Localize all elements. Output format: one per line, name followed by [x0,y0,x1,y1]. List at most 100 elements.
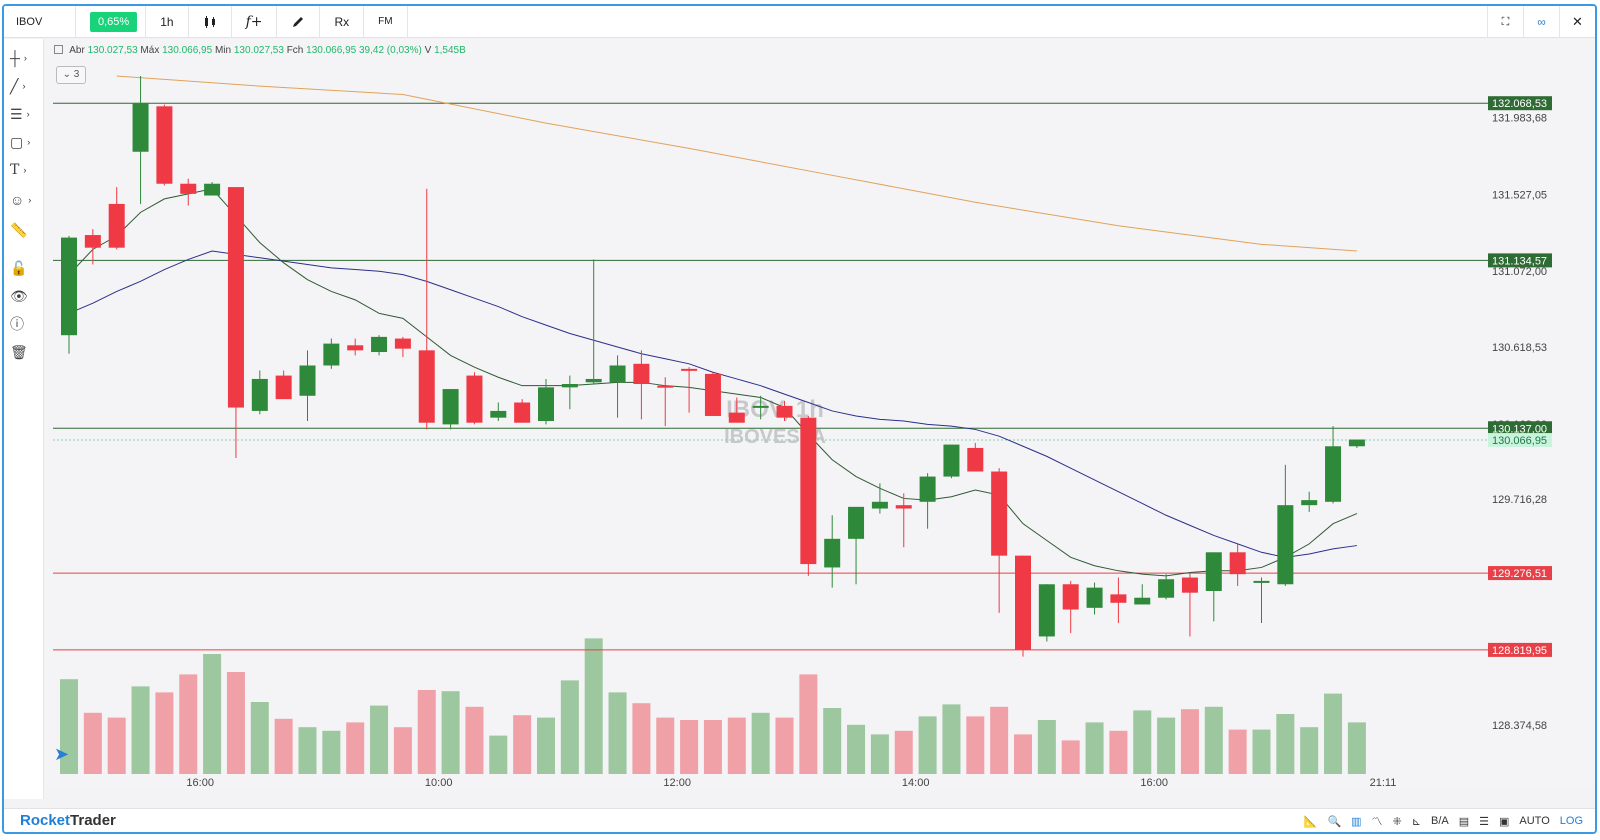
candle-body [1325,446,1342,502]
volume-bar [83,712,102,774]
candle-body [1110,594,1127,603]
chevron-right-icon: › [22,81,26,91]
emoji-tool[interactable]: ☺ › [10,189,40,211]
volume-bar [656,717,675,774]
price-chart[interactable]: IBOV, 1hIBOVESPA131.983,68131.527,05131.… [45,39,1597,789]
volume-bar [990,706,1009,774]
interval-button[interactable]: 1h [146,6,189,38]
indicator-collapse-button[interactable]: ⌄ 3 [56,66,86,84]
volume-bar [274,718,293,774]
zoom-icon[interactable]: 🔍 [1327,815,1342,828]
ruler-icon: 📏 [10,221,28,238]
candle-body [919,476,936,502]
function-icon: f+ [245,13,263,30]
crosshair-tool[interactable]: ┼ › [10,47,40,69]
candlestick-icon [204,15,215,28]
layout-icon[interactable]: ☰ [1479,815,1489,828]
fibonacci-tool[interactable]: ☰ › [10,103,40,125]
ruler-icon[interactable]: 📐 [1303,815,1318,828]
volume-bars-icon[interactable]: ▥ [1351,815,1362,828]
candle-body [156,106,173,184]
candle-body [800,417,817,565]
drawing-toolbar: ┼ › ╱ › ☰ › ▢ › T › ☺ › 📏 🔓 👁 ⓘ 🗑 [4,39,44,799]
lock-tool[interactable]: 🔓 [10,257,40,279]
text-tool[interactable]: T › [10,159,40,181]
volume-value: 1,545B [434,45,466,56]
time-axis-label: 10:00 [425,777,453,789]
bottom-tools: 📐 🔍 ▥ 〽 ⁜ ⊾ B/A ▤ ☰ ▣ AUTO LOG [1303,809,1583,832]
candle-body [848,506,865,539]
volume-bar [203,654,222,774]
price-level-tag [1488,96,1552,111]
candle-body [347,345,364,351]
volume-bar [393,727,412,774]
volume-bar [775,717,794,774]
price-level-tag [1488,421,1552,436]
brand-logo: RocketTrader [20,812,116,829]
volume-bar [1037,720,1056,774]
bid-ask-toggle[interactable]: B/A [1430,815,1449,827]
volume-bar [1085,722,1104,774]
high-value: 130.066,95 [162,45,213,56]
crosshair-mode-icon[interactable]: ⊾ [1411,815,1421,828]
log-scale-toggle[interactable]: LOG [1559,815,1583,827]
volume-bar [608,692,627,774]
link-button[interactable]: ∞ [1523,6,1559,38]
volume-bar [155,692,174,774]
trendline-tool[interactable]: ╱ › [10,75,40,97]
candle-body [394,338,411,349]
panel-icon[interactable]: ▣ [1499,815,1510,828]
book-icon[interactable]: ▤ [1458,815,1470,828]
candle-body [418,350,435,423]
volume-bar [1324,693,1343,774]
candle-body [371,336,388,353]
indicators-button[interactable]: f+ [232,6,278,38]
volume-bar [942,704,961,774]
chart-area[interactable]: IBOV, 1h IBOVESPA 131.983,68 131.527,05 131.… [45,39,1597,789]
rx-button[interactable]: Rx [320,6,365,38]
draw-button[interactable] [277,6,321,38]
visibility-tool[interactable]: 👁 [10,285,40,307]
fm-button[interactable]: FM [364,6,408,38]
ruler-tool[interactable]: 📏 [10,219,40,241]
shape-tool[interactable]: ▢ › [10,131,40,153]
chevron-right-icon: › [28,195,32,205]
time-axis-label: 21:11 [1370,777,1397,789]
delete-tool[interactable]: 🗑 [10,341,40,363]
auto-scale-toggle[interactable]: AUTO [1519,815,1550,827]
line-chart-icon[interactable]: 〽 [1371,816,1383,828]
price-level-tag [1488,642,1552,657]
trendline-icon: ╱ [10,77,19,94]
candle-body [776,405,793,418]
volume-bar [870,734,889,774]
volume-bar [1347,722,1366,774]
navigate-arrow-icon[interactable]: ➤ [54,744,70,764]
fib-lines-icon: ☰ [10,105,23,122]
candle-body [180,183,197,194]
symbol-selector[interactable]: IBOV [4,6,76,38]
help-icon: ⓘ [10,316,24,332]
eye-icon: 👁 [10,287,28,304]
candle-body [657,385,674,388]
help-tool[interactable]: ⓘ [10,313,40,335]
indicator-count: 3 [73,69,80,80]
candle-body [1277,505,1294,585]
candle-body [1205,552,1222,591]
candle-body [704,373,721,416]
brand-part-2: Trader [70,812,116,829]
chart-type-button[interactable] [189,6,232,38]
volume-bar [179,674,198,774]
close-button[interactable]: ✕ [1559,6,1595,38]
rectangle-icon: ▢ [10,133,24,150]
grid-icon[interactable]: ⁜ [1392,815,1402,828]
link-icon: ∞ [1537,15,1546,29]
volume-bar [1109,730,1128,774]
top-toolbar: IBOV 0,65% 1h f+ Rx FM ⛶ ∞ ✕ [4,6,1595,38]
volume-bar [322,730,341,774]
unlock-icon: 🔓 [10,259,28,276]
fullscreen-button[interactable]: ⛶ [1487,6,1523,38]
volume-bar [250,702,269,774]
legend-toggle[interactable] [54,45,63,54]
expand-icon: ⛶ [1501,15,1510,28]
candle-body [108,203,125,248]
